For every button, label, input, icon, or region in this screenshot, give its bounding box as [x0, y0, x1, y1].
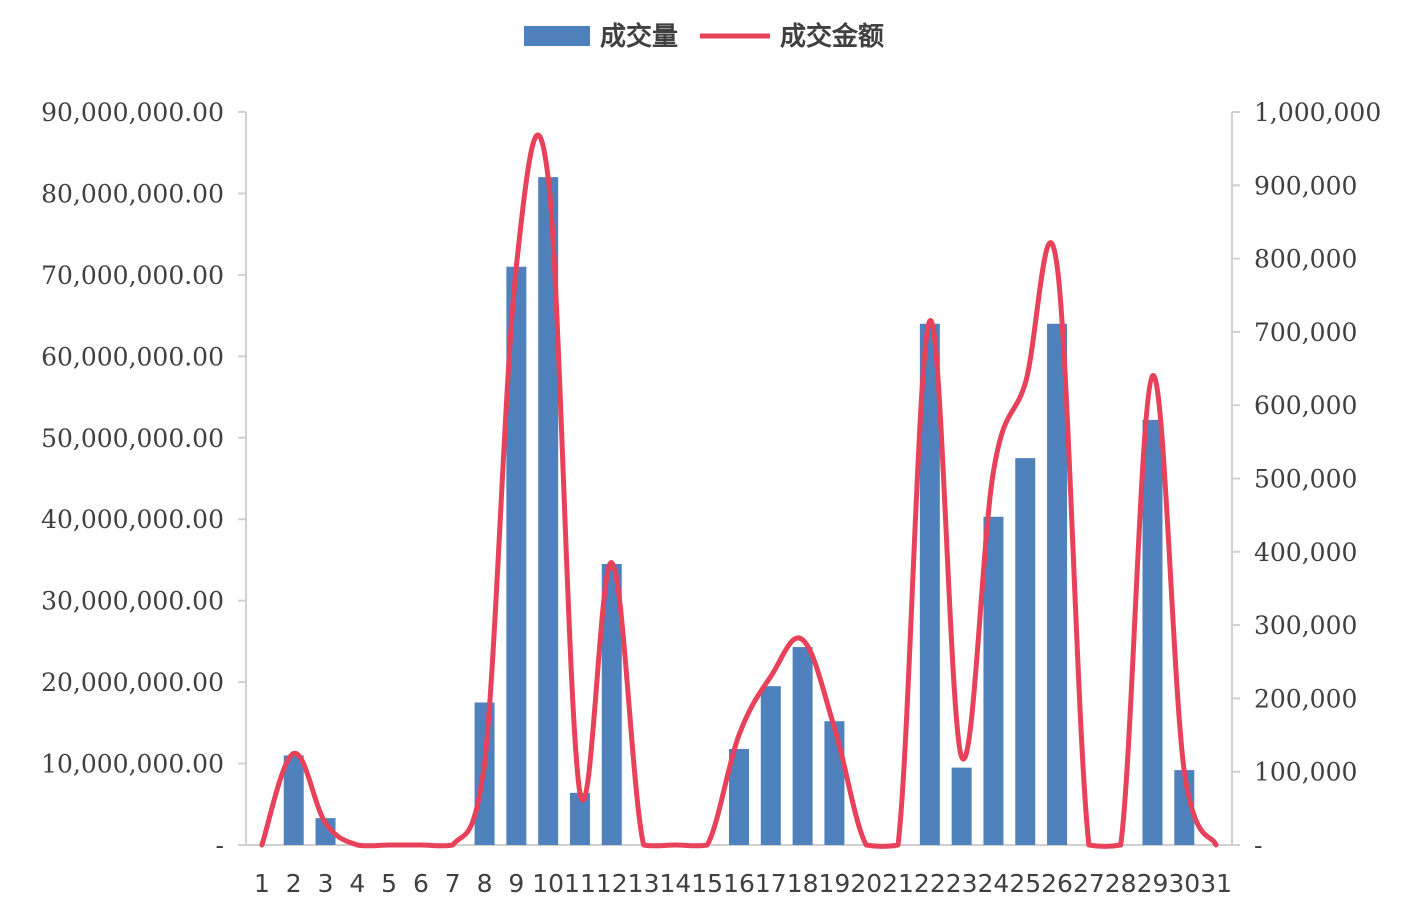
x-tick-label: 15: [691, 869, 723, 898]
legend-bar-label: 成交量: [600, 21, 678, 52]
volume-bar: [824, 721, 844, 845]
left-axis-ticks: - 10,000,000.00 20,000,000.00 30,000,000.00…: [41, 98, 246, 860]
x-tick-label: 11: [564, 869, 596, 898]
x-tick-label: 24: [978, 869, 1010, 898]
right-tick-label: 900,000: [1254, 171, 1357, 200]
right-tick-label: 200,000: [1254, 684, 1357, 713]
x-tick-label: 13: [628, 869, 660, 898]
x-tick-label: 6: [413, 869, 429, 898]
x-tick-label: 21: [882, 869, 914, 898]
right-tick-label: 100,000: [1254, 758, 1357, 787]
left-tick-label: 90,000,000.00: [41, 98, 224, 127]
volume-bar: [952, 768, 972, 845]
volume-bar: [1015, 458, 1035, 845]
x-tick-label: 17: [755, 869, 787, 898]
x-tick-label: 19: [819, 869, 851, 898]
volume-bar: [793, 647, 813, 845]
x-tick-label: 3: [318, 869, 334, 898]
right-tick-label: 1,000,000: [1254, 98, 1381, 127]
left-tick-label: -: [216, 831, 224, 860]
x-tick-label: 14: [659, 869, 691, 898]
volume-bar: [761, 686, 781, 845]
left-tick-label: 40,000,000.00: [41, 505, 224, 534]
right-tick-label: 300,000: [1254, 611, 1357, 640]
x-tick-label: 5: [381, 869, 397, 898]
x-tick-label: 26: [1041, 869, 1073, 898]
right-tick-label: 700,000: [1254, 318, 1357, 347]
x-tick-label: 30: [1168, 869, 1200, 898]
right-axis-ticks: - 100,000 200,000 300,000 400,000 500,000 600,…: [1232, 98, 1381, 860]
right-tick-label: 400,000: [1254, 538, 1357, 567]
x-tick-label: 2: [286, 869, 302, 898]
right-tick-label: 600,000: [1254, 391, 1357, 420]
volume-bar: [983, 517, 1003, 845]
legend: 成交量 成交金额: [524, 21, 884, 52]
x-tick-label: 22: [914, 869, 946, 898]
x-tick-label: 12: [596, 869, 628, 898]
right-tick-label: 500,000: [1254, 465, 1357, 494]
volume-bar: [1142, 420, 1162, 845]
x-tick-label: 31: [1200, 869, 1232, 898]
right-tick-label: 800,000: [1254, 245, 1357, 274]
left-tick-label: 60,000,000.00: [41, 342, 224, 371]
left-tick-label: 80,000,000.00: [41, 179, 224, 208]
legend-line-label: 成交金额: [780, 21, 884, 52]
x-tick-label: 18: [787, 869, 819, 898]
x-tick-label: 23: [946, 869, 978, 898]
x-tick-label: 28: [1105, 869, 1137, 898]
left-tick-label: 10,000,000.00: [41, 750, 224, 779]
amount-line-layer: [262, 135, 1216, 846]
x-tick-label: 9: [508, 869, 524, 898]
x-tick-label: 29: [1137, 869, 1169, 898]
amount-line: [262, 135, 1216, 846]
x-tick-label: 10: [532, 869, 564, 898]
left-tick-label: 20,000,000.00: [41, 668, 224, 697]
x-tick-label: 8: [477, 869, 493, 898]
x-tick-label: 7: [445, 869, 461, 898]
right-tick-label: -: [1254, 831, 1262, 860]
x-tick-label: 16: [723, 869, 755, 898]
left-tick-label: 70,000,000.00: [41, 261, 224, 290]
left-tick-label: 50,000,000.00: [41, 424, 224, 453]
x-tick-label: 25: [1009, 869, 1041, 898]
legend-bar-swatch: [524, 26, 590, 46]
left-tick-label: 30,000,000.00: [41, 587, 224, 616]
x-tick-label: 20: [850, 869, 882, 898]
x-tick-label: 27: [1073, 869, 1105, 898]
x-tick-label: 1: [254, 869, 270, 898]
x-tick-label: 4: [349, 869, 365, 898]
